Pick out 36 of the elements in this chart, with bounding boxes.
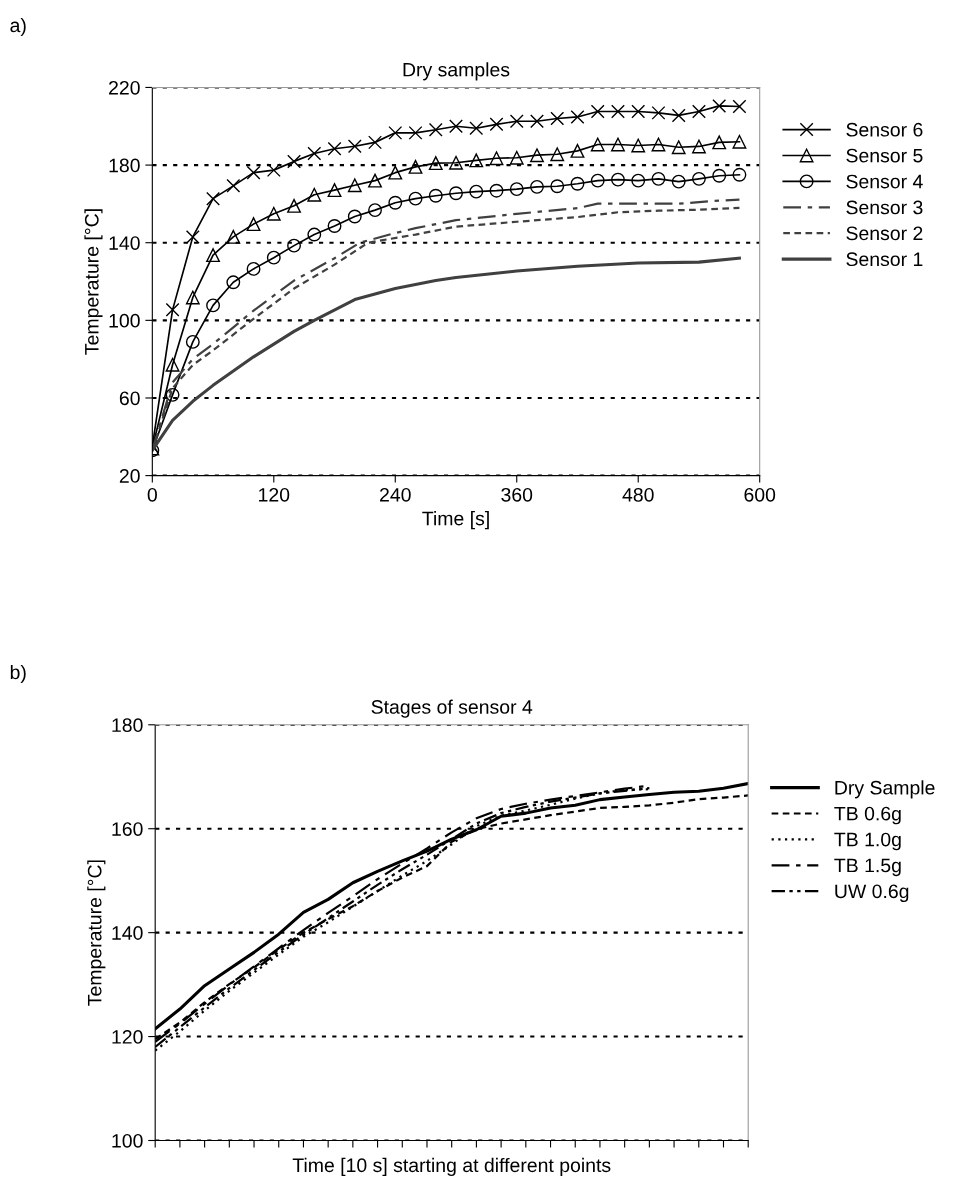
x-tick-label: 480	[622, 487, 654, 502]
x-axis-title: Time [s]	[422, 511, 489, 530]
chart-title: Stages of sensor 4	[371, 699, 533, 718]
legend-label: Sensor 1	[846, 252, 923, 267]
y-tick-label: 120	[112, 1030, 143, 1044]
y-tick-label: 100	[112, 1133, 143, 1148]
y-axis-title: Temperature [°C]	[84, 209, 103, 355]
y-tick-label: 180	[112, 718, 143, 733]
y-tick-label: 100	[109, 313, 140, 328]
legend-label: TB 1.0g	[834, 832, 901, 851]
y-tick-label: 160	[112, 822, 143, 836]
x-tick-label: 120	[259, 487, 290, 502]
legend-label: Sensor 6	[846, 122, 923, 137]
y-axis-title: Temperature [°C]	[87, 860, 106, 1006]
legend-label: TB 0.6g	[834, 806, 901, 825]
legend-label: Sensor 2	[846, 226, 923, 241]
text: b)	[10, 664, 26, 684]
y-tick-label: 220	[109, 80, 140, 95]
chart-title: Dry samples	[403, 62, 510, 81]
x-tick-label: 360	[501, 487, 533, 502]
y-tick-label: 20	[119, 469, 140, 483]
legend-label: Sensor 5	[846, 148, 923, 163]
y-tick-label: 140	[112, 926, 143, 940]
legend-label: TB 1.5g	[834, 858, 901, 877]
x-tick-label: 240	[380, 487, 411, 502]
x-tick-label: 600	[744, 487, 776, 502]
y-tick-label: 140	[109, 236, 140, 250]
legend-label: Sensor 4	[846, 174, 923, 189]
x-axis-title: Time [10 s] starting at different points	[292, 1157, 611, 1176]
legend-label: UW 0.6g	[835, 884, 909, 903]
legend-label: Sensor 3	[846, 200, 923, 215]
y-tick-label: 60	[119, 391, 140, 406]
text: a)	[10, 17, 26, 37]
legend-label: Dry Sample	[835, 780, 935, 799]
y-tick-label: 180	[109, 158, 140, 173]
x-tick-label: 0	[147, 487, 157, 502]
